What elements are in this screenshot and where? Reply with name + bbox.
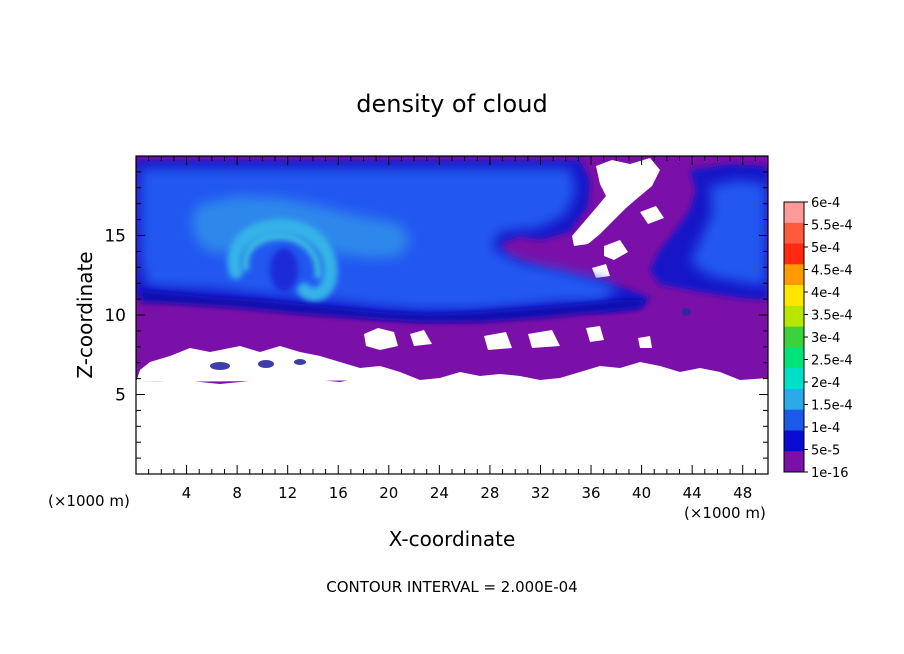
colorbar-label: 5e-5 xyxy=(811,444,840,459)
colorbar-label: 1.5e-4 xyxy=(811,399,853,414)
y-axis: 5 10 15 xyxy=(104,171,768,459)
x-tick-label: 40 xyxy=(632,484,651,502)
x-tick-label: 4 xyxy=(182,484,192,502)
colorbar-label: 6e-4 xyxy=(811,196,840,211)
colorbar-label: 3e-4 xyxy=(811,331,840,346)
y-tick-label: 10 xyxy=(104,306,126,326)
x-tick-label: 20 xyxy=(379,484,398,502)
x-unit-label-right: (×1000 m) xyxy=(684,504,766,522)
y-axis-title: Z-coordinate xyxy=(73,251,97,378)
colorbar-swatch xyxy=(784,202,804,224)
colorbar-swatch xyxy=(784,222,804,245)
colorbar-swatch xyxy=(784,368,804,390)
colorbar-label: 1e-16 xyxy=(811,466,849,481)
y-tick-label: 5 xyxy=(115,386,126,406)
colorbar-swatch xyxy=(784,305,804,328)
colorbar-label: 3.5e-4 xyxy=(811,309,853,324)
colorbar-label: 2e-4 xyxy=(811,376,840,391)
colorbar-label: 4e-4 xyxy=(811,286,840,301)
x-tick-label: 36 xyxy=(581,484,600,502)
contour-interval-note: CONTOUR INTERVAL = 2.000E-04 xyxy=(326,578,577,596)
colorbar-label: 5.5e-4 xyxy=(811,219,853,234)
x-tick-label: 8 xyxy=(232,484,242,502)
colorbar-swatch xyxy=(784,243,804,265)
colorbar-label: 5e-4 xyxy=(811,241,840,256)
colorbar-label: 1e-4 xyxy=(811,421,840,436)
colorbar-swatch xyxy=(784,409,804,431)
colorbar-swatch xyxy=(784,347,804,369)
colorbar-swatch xyxy=(784,285,804,307)
x-axis-title: X-coordinate xyxy=(389,527,516,551)
x-axis: 4 8 12 16 20 24 28 32 36 40 44 48 xyxy=(148,156,756,502)
x-tick-label: 16 xyxy=(329,484,348,502)
region-cyan-arc xyxy=(227,218,338,302)
x-tick-label: 24 xyxy=(430,484,449,502)
region-dark-ribbon xyxy=(140,290,646,322)
region-blue-right xyxy=(690,180,766,286)
x-tick-label: 48 xyxy=(733,484,752,502)
colorbar-swatch xyxy=(784,430,804,452)
colorbar-swatch xyxy=(784,451,804,473)
colorbar-swatch xyxy=(784,264,804,286)
chart-title: density of cloud xyxy=(356,90,547,118)
colorbar-label: 2.5e-4 xyxy=(811,354,853,369)
colorbar: 6e-4 5.5e-4 5e-4 4.5e-4 4e-4 3.5e-4 3e-4 2.5e-4… xyxy=(783,196,853,481)
colorbar-swatch xyxy=(784,326,804,348)
x-tick-label: 44 xyxy=(683,484,702,502)
x-tick-label: 12 xyxy=(278,484,297,502)
x-tick-label: 28 xyxy=(480,484,499,502)
colorbar-swatch xyxy=(784,388,804,411)
x-tick-label: 32 xyxy=(531,484,550,502)
x-unit-label-left: (×1000 m) xyxy=(48,492,130,510)
heatmap-field xyxy=(136,156,768,474)
y-tick-label: 15 xyxy=(104,227,126,247)
clear-sky-patches xyxy=(136,158,664,382)
colorbar-label: 4.5e-4 xyxy=(811,264,853,279)
